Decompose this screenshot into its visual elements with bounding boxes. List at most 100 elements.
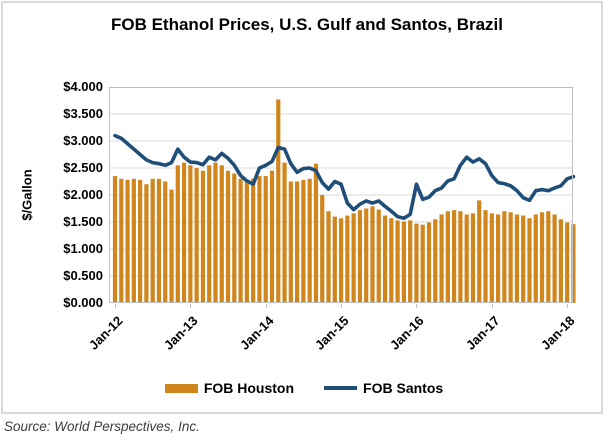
x-tick-label: Jan-14 — [236, 313, 277, 353]
houston-bar — [338, 218, 344, 303]
houston-bar — [150, 178, 155, 303]
houston-bar — [445, 211, 450, 303]
source-text: Source: World Perspectives, Inc. — [4, 419, 200, 434]
houston-bar — [477, 200, 482, 303]
houston-bar — [382, 215, 388, 303]
y-tick-label: $1.500 — [63, 214, 103, 229]
houston-bar — [571, 224, 576, 303]
houston-bar — [112, 176, 118, 303]
houston-bar — [552, 214, 557, 303]
x-tick-label: Jan-16 — [387, 313, 428, 353]
x-tick-label: Jan-17 — [462, 313, 503, 353]
houston-bar — [508, 212, 513, 303]
houston-bar — [269, 170, 275, 303]
x-tick-mark — [341, 304, 343, 308]
plot-border — [109, 87, 573, 303]
houston-bar — [483, 210, 488, 303]
houston-bar — [156, 178, 162, 303]
x-tick-mark — [115, 304, 116, 308]
houston-bar — [408, 220, 413, 303]
chart-frame: FOB Ethanol Prices, U.S. Gulf and Santos… — [1, 1, 603, 414]
houston-bar — [533, 214, 538, 303]
houston-bar — [213, 162, 218, 303]
houston-bar — [414, 223, 419, 303]
y-tick-label: $1.000 — [63, 241, 103, 256]
houston-bar — [263, 176, 268, 303]
legend-item-santos: FOB Santos — [324, 380, 443, 396]
houston-bar — [502, 211, 507, 303]
houston-bar — [351, 213, 356, 303]
houston-bar-swatch — [164, 383, 198, 393]
houston-bar — [514, 214, 520, 303]
houston-bar — [489, 213, 494, 303]
x-tick-mark — [265, 304, 267, 308]
x-tick-label: Jan-15 — [311, 313, 352, 353]
houston-bar — [295, 181, 300, 303]
houston-bar — [565, 222, 570, 303]
houston-bar — [207, 165, 212, 303]
y-tick-label: $4.000 — [63, 79, 103, 94]
houston-bar — [301, 179, 306, 303]
santos-line-swatch — [324, 386, 358, 390]
houston-bar — [357, 210, 363, 303]
houston-bar — [470, 213, 476, 303]
houston-bar — [138, 179, 143, 303]
houston-bar — [326, 211, 331, 303]
houston-bar — [194, 168, 199, 303]
houston-bar — [320, 195, 325, 303]
houston-bar — [452, 210, 457, 303]
houston-bar — [131, 178, 136, 303]
y-tick-label: $3.000 — [63, 133, 103, 148]
houston-bar — [539, 212, 545, 303]
legend-label-houston: FOB Houston — [203, 380, 295, 396]
legend-item-houston: FOB Houston — [164, 380, 295, 396]
houston-bar — [188, 165, 193, 303]
x-tick-label: Jan-12 — [85, 313, 126, 353]
x-tick-label: Jan-13 — [161, 313, 201, 353]
houston-bar — [257, 176, 262, 303]
houston-bar — [163, 181, 168, 303]
y-tick-label: $0.500 — [63, 268, 103, 283]
houston-bar — [495, 214, 501, 303]
houston-bar — [370, 206, 375, 303]
houston-bar — [332, 216, 337, 303]
houston-bar — [144, 184, 149, 303]
houston-bar — [345, 215, 350, 303]
houston-bar — [238, 178, 243, 303]
houston-bar — [521, 215, 526, 303]
houston-bar — [426, 222, 432, 303]
houston-bar — [389, 218, 394, 303]
houston-bar — [313, 163, 319, 303]
houston-bar — [439, 214, 444, 303]
legend: FOB Houston FOB Santos — [3, 380, 605, 396]
houston-bar — [288, 181, 293, 303]
houston-bar — [175, 165, 180, 303]
x-tick-mark — [190, 304, 192, 308]
houston-bar — [276, 99, 281, 303]
houston-bar — [527, 218, 532, 303]
santos-line — [113, 133, 576, 221]
plot-svg — [109, 87, 576, 303]
x-tick-mark — [416, 304, 418, 308]
houston-bar — [395, 220, 400, 303]
houston-bar — [251, 178, 256, 303]
houston-bar — [282, 162, 287, 303]
houston-bar — [401, 221, 406, 303]
houston-bar — [200, 170, 206, 303]
houston-bar — [464, 214, 469, 303]
y-tick-label: $2.000 — [63, 187, 103, 202]
houston-bar — [420, 224, 425, 303]
houston-bar — [307, 178, 312, 303]
y-tick-label: $0.000 — [63, 295, 103, 310]
chart-title: FOB Ethanol Prices, U.S. Gulf and Santos… — [110, 15, 503, 34]
houston-bar — [219, 165, 224, 303]
x-tick-label: Jan-18 — [538, 313, 578, 353]
houston-bar — [244, 181, 249, 303]
plot-area — [109, 87, 576, 303]
houston-bar — [181, 162, 187, 303]
x-tick-mark — [491, 304, 493, 308]
houston-bar — [225, 170, 231, 303]
houston-bar — [364, 208, 369, 303]
x-tick-mark — [567, 304, 569, 308]
houston-bar — [376, 209, 381, 303]
